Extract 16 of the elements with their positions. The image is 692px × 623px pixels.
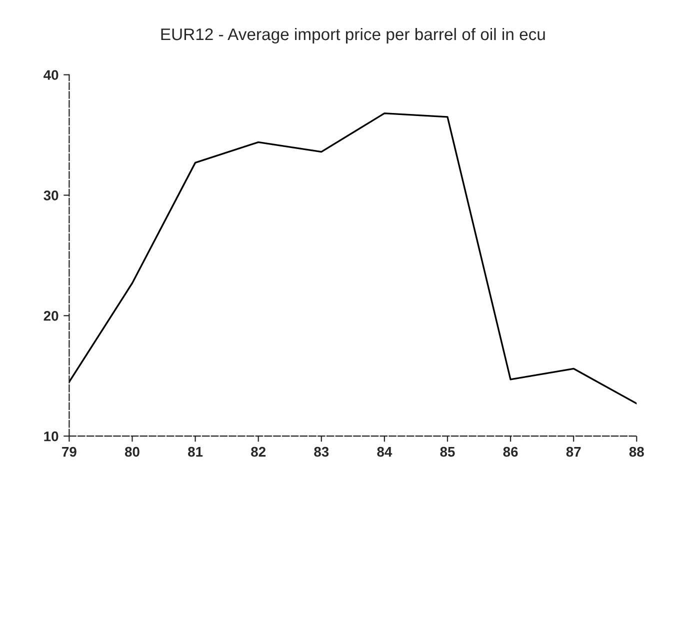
y-tick-label: 10 bbox=[44, 431, 58, 442]
x-tick-label: 81 bbox=[188, 446, 203, 457]
x-tick-label: 83 bbox=[314, 446, 329, 457]
y-tick-label: 30 bbox=[44, 190, 58, 200]
x-tick-label: 88 bbox=[629, 446, 644, 457]
x-tick-label: 79 bbox=[62, 446, 76, 457]
y-tick-label: 40 bbox=[44, 70, 58, 80]
x-tick-label: 86 bbox=[503, 446, 518, 457]
line-series bbox=[69, 112, 637, 404]
chart-title: EUR12 - Average import price per barrel of oil in ecu bbox=[161, 28, 545, 44]
x-tick-label: 84 bbox=[377, 446, 392, 457]
y-tick-label: 20 bbox=[44, 310, 58, 321]
x-tick-label: 82 bbox=[251, 446, 266, 457]
x-tick-label: 87 bbox=[566, 446, 581, 457]
x-tick-label: 85 bbox=[440, 446, 455, 457]
x-tick-label: 80 bbox=[124, 446, 140, 457]
